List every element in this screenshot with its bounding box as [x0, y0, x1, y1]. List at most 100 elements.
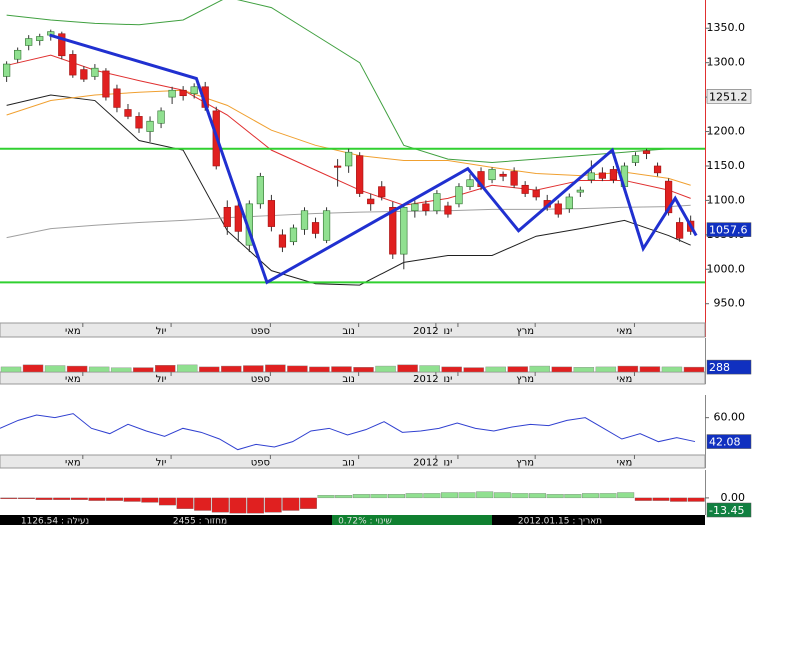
- histogram-bar: [458, 492, 476, 499]
- candle-body: [289, 227, 298, 243]
- y-tick-label: 1350.0: [707, 21, 746, 34]
- candle-body: [36, 36, 44, 41]
- plot-area: [0, 0, 705, 286]
- candle-body: [466, 179, 474, 187]
- candle-body: [91, 67, 99, 77]
- volume-bar: [419, 365, 440, 373]
- candle-body: [278, 234, 287, 248]
- volume-bar: [441, 366, 462, 373]
- candle-body: [311, 222, 320, 234]
- histogram-bar: [141, 497, 159, 503]
- candle-body: [300, 210, 309, 230]
- volume-bar: [463, 367, 484, 373]
- candle-body: [653, 165, 662, 174]
- volume-bar: [110, 367, 132, 373]
- oscillator-line: [0, 413, 696, 451]
- x-tick-label: ינו: [443, 374, 452, 385]
- candle-body: [455, 186, 463, 205]
- candle-body: [14, 49, 22, 60]
- histogram-bar: [529, 493, 547, 499]
- status-text: 1126.54 : נעילה: [21, 517, 89, 527]
- histogram-bar: [670, 497, 688, 502]
- candle-body: [676, 222, 684, 239]
- x-tick-label: יול: [156, 458, 167, 469]
- histogram-bar: [511, 493, 529, 499]
- candle-body: [124, 109, 132, 117]
- x-tick-label: 2012: [413, 458, 438, 469]
- value-marker: [706, 222, 752, 237]
- volume-bar: [177, 364, 198, 373]
- candle-body: [157, 110, 165, 124]
- candle-body: [587, 172, 595, 181]
- volume-bar: [353, 367, 374, 373]
- candle-body: [69, 54, 77, 76]
- histogram-bar: [423, 493, 441, 499]
- volume-bar: [66, 365, 88, 373]
- histogram-bar: [211, 497, 229, 513]
- histogram-bar: [35, 497, 53, 500]
- histogram-bar: [652, 497, 670, 501]
- volume-bar: [595, 366, 617, 373]
- value-marker: [706, 359, 752, 375]
- histogram-bar: [264, 497, 282, 513]
- value-marker-label: -13.45: [709, 504, 744, 517]
- trend-line: [49, 33, 698, 285]
- x-tick-label: יול: [156, 374, 167, 385]
- histogram-bar: [176, 497, 194, 509]
- date-strip: [0, 322, 706, 338]
- candle-body: [642, 150, 651, 154]
- candle-body: [256, 176, 264, 205]
- x-tick-label: ינו: [443, 458, 452, 469]
- histogram-bar: [0, 497, 18, 499]
- histogram-bar: [581, 493, 599, 499]
- candle-body: [345, 151, 353, 167]
- volume-bar: [617, 365, 639, 373]
- histogram-bar: [617, 492, 635, 499]
- x-tick-label: 2012: [413, 374, 438, 385]
- x-tick-label: מאי: [65, 374, 81, 385]
- x-tick-label: ספט: [251, 374, 270, 385]
- y-tick-label: 1000.0: [707, 262, 746, 275]
- indicator-line: [6, 204, 691, 239]
- volume-bar: [529, 365, 550, 373]
- x-tick-label: מרץ: [516, 326, 534, 337]
- x-tick-label: 2012: [413, 326, 438, 337]
- volume-bar: [639, 366, 661, 373]
- histogram-bar: [388, 494, 406, 499]
- histogram-bar: [634, 497, 652, 501]
- value-marker-label: 1251.2: [709, 90, 748, 103]
- date-strip: [0, 454, 706, 469]
- volume-bar: [485, 366, 506, 373]
- x-tick-label: מאי: [65, 326, 81, 337]
- x-tick-label: מאי: [65, 458, 81, 469]
- x-tick-label: יול: [156, 326, 167, 337]
- date-strip: [0, 371, 706, 385]
- histogram-bar: [405, 493, 423, 499]
- histogram-bar: [106, 497, 124, 501]
- candle-body: [521, 184, 529, 194]
- histogram-bar: [493, 492, 511, 499]
- histogram-bar: [194, 497, 212, 511]
- histogram-bar: [53, 497, 71, 500]
- candle-body: [389, 206, 397, 255]
- candle-body: [146, 120, 154, 132]
- x-tick-label: מאי: [617, 458, 633, 469]
- candle-body: [576, 189, 584, 193]
- histogram-bar: [370, 494, 388, 499]
- histogram-bar: [88, 497, 106, 501]
- volume-bar: [573, 367, 595, 373]
- histogram-bar: [229, 497, 247, 514]
- candle-body: [3, 63, 11, 77]
- candle-body: [367, 198, 375, 205]
- volume-bar: [44, 365, 66, 373]
- histogram-bar: [687, 497, 705, 502]
- histogram-bar: [599, 493, 617, 499]
- volume-bar: [243, 365, 264, 373]
- x-tick-label: ינו: [443, 326, 452, 337]
- candle-body: [609, 169, 618, 181]
- histogram-bar: [282, 497, 300, 511]
- x-tick-label: נוב: [342, 326, 355, 337]
- candle-body: [378, 186, 386, 198]
